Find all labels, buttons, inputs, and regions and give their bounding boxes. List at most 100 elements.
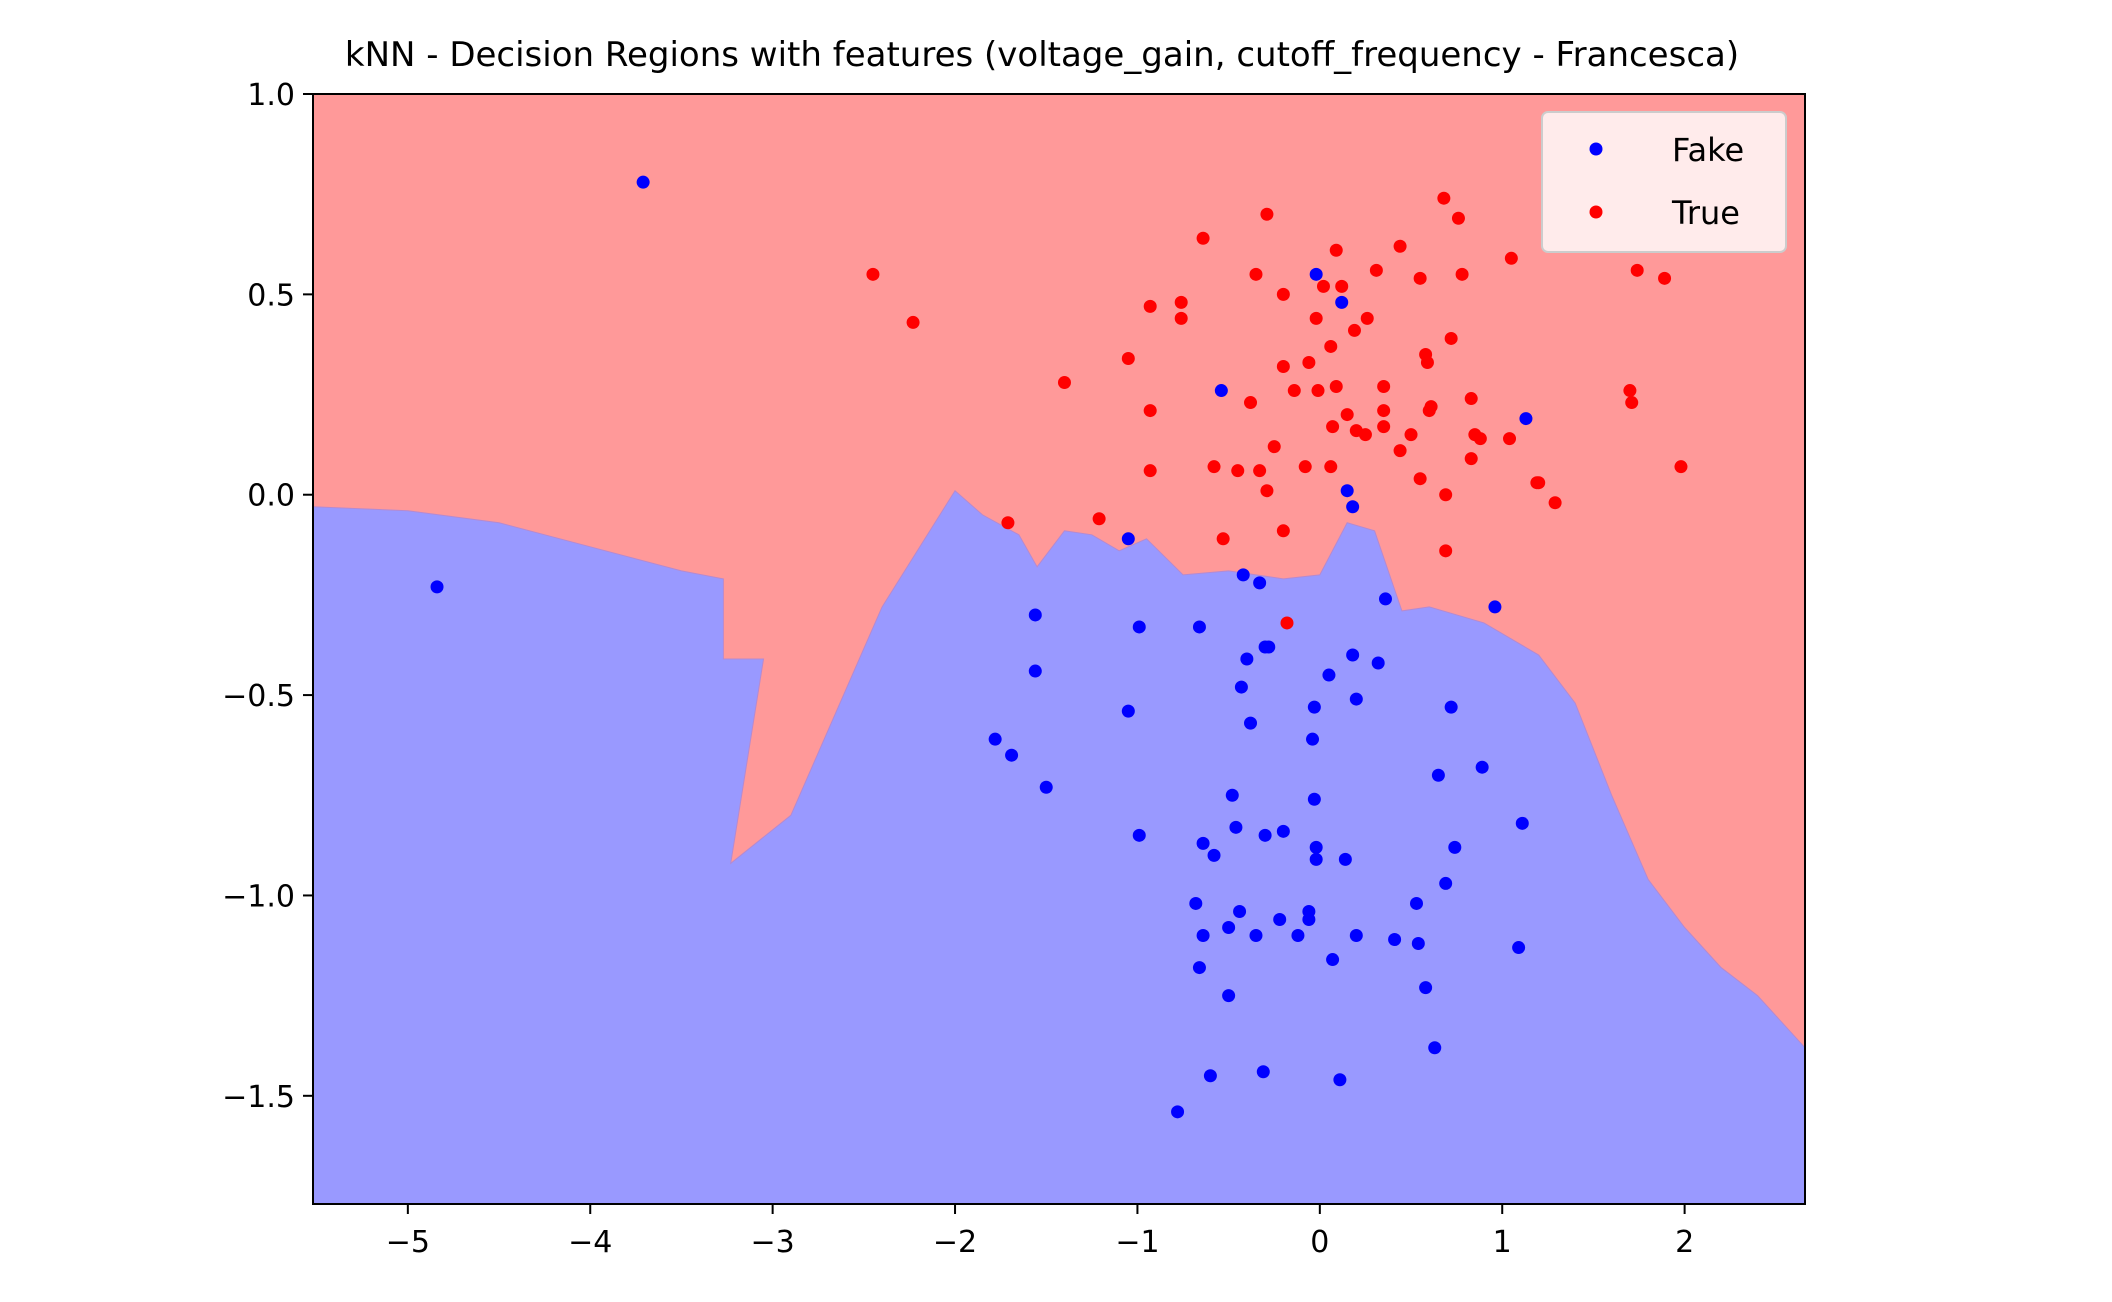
point-true-21 (1276, 287, 1290, 301)
point-fake-65 (1222, 989, 1236, 1003)
point-true-71 (1625, 396, 1639, 410)
point-fake-19 (1214, 384, 1228, 398)
point-fake-56 (1196, 929, 1210, 943)
point-true-28 (1309, 311, 1323, 325)
point-true-69 (1548, 496, 1562, 510)
plot-area (313, 94, 1805, 1204)
x-tick-label: −1 (1115, 1225, 1159, 1260)
point-fake-25 (1488, 600, 1502, 614)
legend: Fake True (1541, 111, 1787, 253)
point-true-47 (1393, 444, 1407, 458)
x-tick-label: −5 (386, 1225, 430, 1260)
x-tick-label: −2 (933, 1225, 977, 1260)
y-tick-label: −1.5 (222, 1080, 295, 1115)
point-fake-34 (1431, 768, 1445, 782)
y-tick-label: 0.0 (247, 479, 295, 514)
y-axis: 1.0 0.5 0.0 −0.5 −1.0 −1.5 (222, 78, 313, 1115)
point-fake-23 (1346, 500, 1360, 514)
point-true-24 (1280, 616, 1294, 630)
point-true-12 (1207, 460, 1221, 474)
point-fake-9 (1132, 620, 1146, 634)
point-fake-59 (1349, 929, 1363, 943)
point-fake-13 (1253, 576, 1267, 590)
point-fake-64 (1192, 961, 1206, 975)
legend-label-fake: Fake (1672, 131, 1744, 169)
point-true-62 (1464, 392, 1478, 406)
x-tick-label: −4 (568, 1225, 612, 1260)
point-fake-6 (1039, 780, 1053, 794)
point-fake-36 (1225, 788, 1239, 802)
point-true-44 (1377, 420, 1391, 434)
point-true-58 (1444, 331, 1458, 345)
point-fake-26 (1519, 412, 1533, 426)
y-tick-label: 0.5 (247, 278, 295, 313)
point-true-54 (1424, 400, 1438, 414)
point-true-42 (1369, 263, 1383, 277)
x-tick-label: 2 (1675, 1225, 1694, 1260)
point-true-7 (1143, 464, 1157, 478)
point-true-37 (1340, 408, 1354, 422)
y-tick-label: −1.0 (222, 879, 295, 914)
point-true-41 (1358, 428, 1372, 442)
point-fake-38 (1515, 816, 1529, 830)
point-fake-27 (1322, 668, 1336, 682)
point-true-66 (1504, 251, 1518, 265)
point-true-73 (1658, 271, 1672, 285)
legend-marker-fake (1589, 142, 1603, 156)
point-true-17 (1253, 464, 1267, 478)
point-fake-67 (1428, 1041, 1442, 1055)
point-fake-30 (1307, 700, 1321, 714)
point-true-36 (1335, 279, 1349, 293)
point-fake-24 (1378, 592, 1392, 606)
point-fake-0 (430, 580, 444, 594)
point-true-57 (1439, 544, 1453, 558)
point-true-9 (1174, 295, 1188, 309)
point-fake-61 (1411, 937, 1425, 951)
point-true-55 (1437, 191, 1451, 205)
point-fake-46 (1309, 852, 1323, 866)
point-fake-33 (1306, 732, 1320, 746)
point-fake-63 (1326, 953, 1340, 967)
point-fake-50 (1409, 896, 1423, 910)
point-fake-1 (636, 175, 650, 189)
point-true-46 (1393, 239, 1407, 253)
point-fake-52 (1233, 904, 1247, 918)
point-true-26 (1298, 460, 1312, 474)
point-true-1 (906, 315, 920, 329)
point-true-56 (1439, 488, 1453, 502)
point-fake-28 (1346, 648, 1360, 662)
point-fake-48 (1439, 876, 1453, 890)
point-fake-55 (1222, 921, 1236, 935)
point-true-16 (1249, 267, 1263, 281)
point-true-31 (1324, 339, 1338, 353)
legend-box (1541, 111, 1787, 253)
point-fake-37 (1307, 792, 1321, 806)
point-true-25 (1287, 384, 1301, 398)
plot-frame (312, 93, 1806, 1205)
point-fake-57 (1249, 929, 1263, 943)
chart-title: kNN - Decision Regions with features (vo… (345, 35, 1739, 75)
point-true-6 (1143, 404, 1157, 418)
point-true-61 (1464, 452, 1478, 466)
point-true-35 (1329, 380, 1343, 394)
data-points (430, 175, 1688, 1119)
point-true-45 (1377, 380, 1391, 394)
point-true-74 (1674, 460, 1688, 474)
point-true-19 (1260, 484, 1274, 498)
point-true-59 (1451, 211, 1465, 225)
point-fake-31 (1349, 692, 1363, 706)
point-fake-3 (1028, 664, 1042, 678)
x-tick-label: −3 (751, 1225, 795, 1260)
point-true-38 (1347, 323, 1361, 337)
point-fake-43 (1207, 848, 1221, 862)
point-fake-11 (1192, 620, 1206, 634)
point-true-70 (1623, 384, 1637, 398)
point-fake-4 (988, 732, 1002, 746)
y-tick-label: −0.5 (222, 679, 295, 714)
point-true-33 (1326, 420, 1340, 434)
point-true-3 (1001, 516, 1015, 530)
point-true-40 (1360, 311, 1374, 325)
point-fake-40 (1276, 824, 1290, 838)
point-true-30 (1316, 279, 1330, 293)
point-true-52 (1419, 347, 1433, 361)
